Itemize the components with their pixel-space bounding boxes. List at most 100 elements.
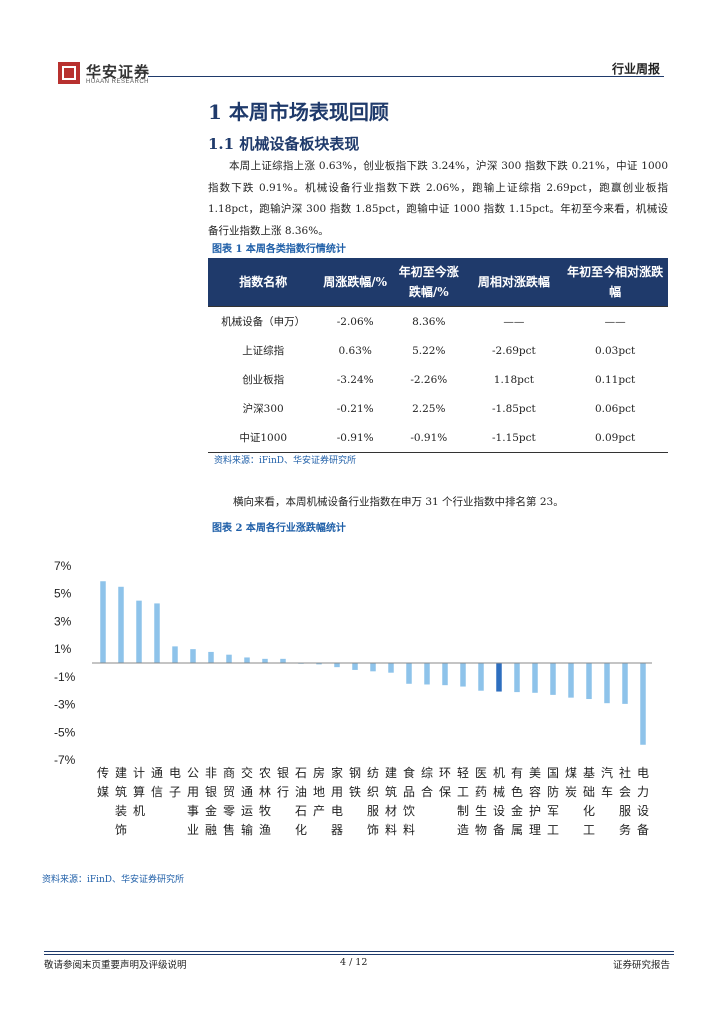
category-label: 造	[457, 823, 469, 837]
category-label: 商	[223, 765, 235, 780]
table-row: 上证综指 0.63% 5.22% -2.69pct 0.03pct	[208, 336, 668, 365]
category-label: 金	[511, 803, 523, 818]
subsection-title: 1.1 机械设备板块表现	[208, 135, 360, 153]
bar-机械设备	[496, 663, 502, 692]
category-label: 信	[151, 785, 163, 799]
category-label: 料	[403, 823, 415, 837]
category-label: 零	[223, 804, 235, 818]
category-label: 制	[457, 804, 469, 818]
category-label: 融	[205, 823, 217, 837]
category-label: 计	[133, 766, 145, 780]
table-row: 沪深300 -0.21% 2.25% -1.85pct 0.06pct	[208, 394, 668, 423]
category-label: 环	[439, 766, 451, 780]
category-label: 械	[493, 784, 505, 799]
category-label: 煤	[565, 766, 577, 780]
category-label: 银	[205, 785, 217, 799]
bar-交通运输	[244, 657, 250, 663]
category-label: 保	[439, 785, 451, 799]
category-label: 础	[583, 785, 595, 799]
category-label: 石	[295, 804, 307, 818]
category-label: 物	[475, 823, 487, 837]
category-label: 通	[241, 785, 253, 799]
category-label: 车	[601, 784, 613, 799]
bar-医药生物	[478, 663, 484, 691]
category-label: 钢	[349, 766, 361, 780]
bar-基础化工	[586, 663, 592, 700]
category-label: 建	[385, 766, 397, 780]
category-label: 综	[421, 766, 433, 780]
col-header: 年初至今相对涨跌幅	[562, 258, 668, 307]
category-label: 子	[169, 785, 181, 799]
category-label: 备	[493, 823, 505, 837]
category-label: 电	[331, 804, 343, 818]
table-caption: 图表 1 本周各类指数行情统计	[212, 244, 346, 255]
industry-bar-chart: 7%5%3%1%-1%-3%-5%-7%传媒建筑装饰计算机通信电子公用事业非银金…	[54, 559, 652, 837]
footer-divider	[44, 951, 674, 952]
category-label: 传	[97, 765, 109, 780]
table-row: 机械设备（申万） -2.06% 8.36% —— ——	[208, 306, 668, 336]
table-cell: -2.06%	[318, 306, 392, 336]
category-label: 房	[313, 765, 325, 780]
table-cell: -2.26%	[410, 373, 448, 386]
category-label: 媒	[97, 785, 109, 799]
col-header: 年初至今涨跌幅/%	[391, 258, 466, 307]
category-label: 电	[637, 766, 649, 780]
bar-钢铁	[352, 663, 358, 670]
bar-商贸零售	[226, 654, 232, 663]
category-label: 金	[205, 803, 217, 818]
category-label: 售	[223, 822, 235, 837]
table-cell: 5.22%	[412, 344, 446, 357]
logo-subtext: HUAAN RESEARCH	[86, 79, 150, 85]
category-label: 料	[385, 823, 397, 837]
bar-建筑材料	[388, 663, 394, 673]
category-label: 备	[637, 823, 649, 837]
category-label: 交	[241, 765, 253, 780]
category-label: 装	[115, 804, 127, 818]
category-label: 饰	[115, 823, 127, 837]
category-label: 汽	[601, 765, 613, 780]
bar-美容护理	[532, 663, 538, 693]
table-cell: -1.15pct	[465, 423, 563, 453]
table-cell: 创业板指	[242, 374, 285, 386]
category-label: 生	[475, 804, 487, 818]
footer-divider	[44, 954, 674, 955]
index-table: 指数名称 周涨跌幅/% 年初至今涨跌幅/% 周相对涨跌幅 年初至今相对涨跌幅 机…	[208, 258, 668, 453]
category-label: 银	[277, 766, 289, 780]
category-label: 军	[547, 804, 559, 818]
bar-煤炭	[568, 663, 574, 698]
table-source: 资料来源：iFinD、华安证券研究所	[214, 456, 357, 466]
bar-公用事业	[190, 649, 196, 663]
section-title: 1 本周市场表现回顾	[208, 100, 389, 124]
category-label: 织	[367, 785, 379, 799]
table-cell: ——	[562, 306, 668, 336]
bar-传媒	[100, 581, 106, 663]
category-label: 理	[529, 823, 541, 837]
footer-disclaimer: 敬请参阅末页重要声明及评级说明	[44, 960, 187, 971]
bar-农林牧渔	[262, 658, 268, 663]
category-label: 非	[205, 766, 217, 780]
category-label: 建	[115, 766, 127, 780]
bar-国防军工	[550, 663, 556, 695]
category-label: 筑	[115, 784, 127, 799]
chart-caption: 图表 2 本周各行业涨跌幅统计	[212, 523, 346, 534]
category-label: 设	[493, 804, 505, 818]
table-cell: 0.09pct	[562, 423, 668, 453]
table-cell: -0.21%	[336, 402, 374, 415]
category-label: 色	[511, 785, 523, 799]
footer-report-label: 证券研究报告	[612, 960, 670, 971]
category-label: 农	[259, 766, 271, 780]
table-row: 创业板指 -3.24% -2.26% 1.18pct 0.11pct	[208, 365, 668, 394]
y-tick-label: -5%	[54, 725, 76, 739]
category-label: 美	[529, 766, 541, 780]
category-label: 力	[637, 785, 649, 799]
category-label: 防	[547, 784, 559, 799]
category-label: 行	[277, 785, 289, 799]
bar-银行	[280, 658, 286, 663]
category-label: 材	[385, 804, 397, 818]
category-label: 机	[493, 766, 505, 780]
category-label: 工	[547, 823, 559, 837]
category-label: 容	[529, 784, 541, 799]
category-label: 地	[313, 785, 325, 799]
category-label: 服	[619, 804, 631, 818]
category-label: 纺	[367, 766, 379, 780]
